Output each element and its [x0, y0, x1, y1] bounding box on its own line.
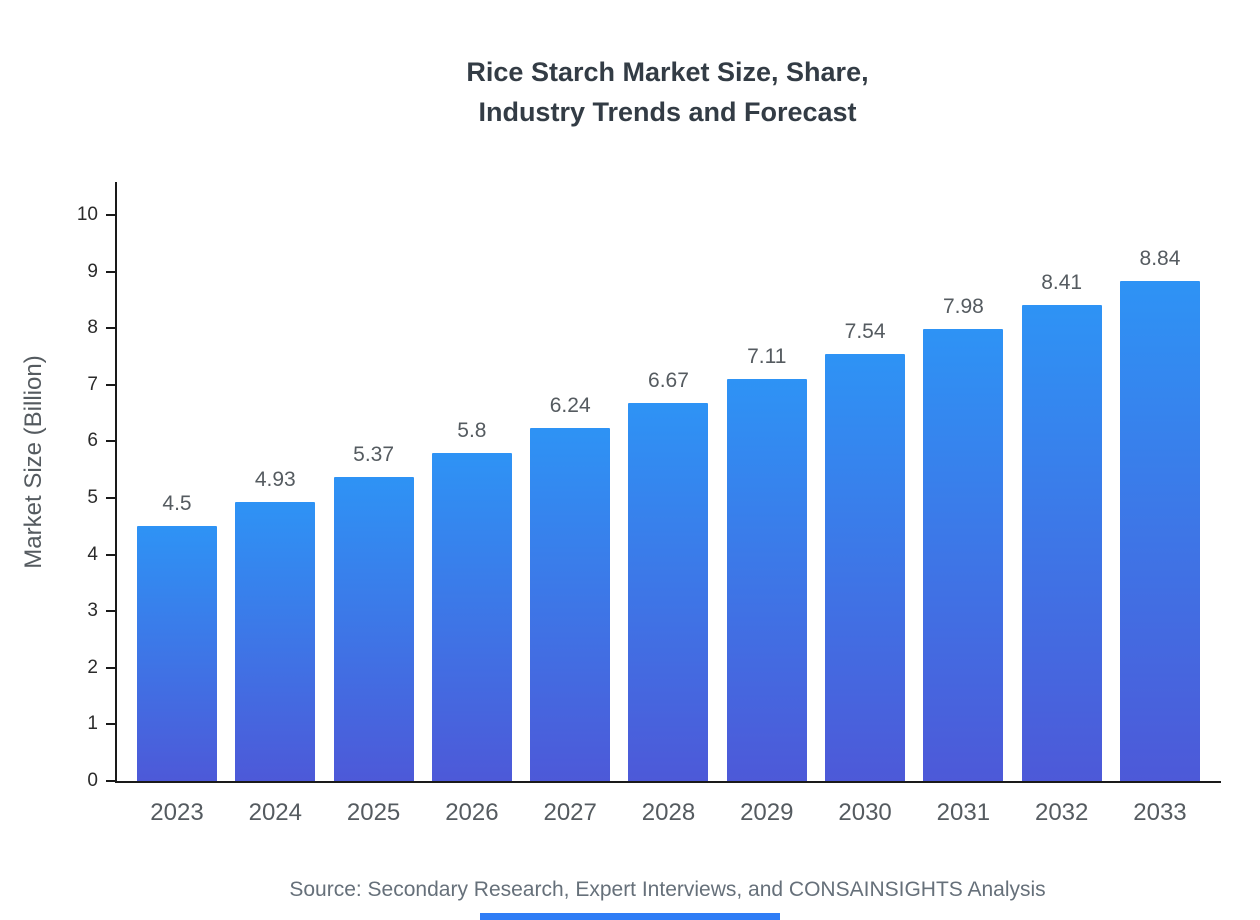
y-tick-label: 8	[87, 317, 98, 339]
bar-value-label: 7.11	[747, 344, 787, 368]
bar-series: 4.5 2023 4.93 2024 5.37 2025 5.8 2026 6.24 2027 6.…	[137, 215, 1200, 826]
bar-value-label: 5.8	[457, 418, 487, 442]
y-tick-mark	[106, 610, 115, 613]
chart-title: Rice Starch Market Size, Share, Industry…	[115, 52, 1220, 132]
x-tick-label: 2025	[346, 799, 401, 826]
bottom-accent-bar	[480, 913, 780, 920]
y-tick-label: 3	[87, 600, 98, 622]
bar: 7.54 2030	[825, 320, 906, 826]
y-tick-mark	[106, 327, 115, 330]
y-tick-label: 5	[87, 487, 98, 508]
y-tick-label: 1	[87, 713, 98, 735]
x-tick-label: 2027	[543, 799, 597, 826]
x-tick-label: 2029	[740, 799, 794, 826]
y-tick-mark	[106, 780, 115, 782]
y-tick-label: 7	[87, 373, 98, 395]
bar-value-label: 4.5	[162, 492, 192, 516]
y-tick-mark	[106, 666, 115, 669]
x-tick-label: 2023	[150, 799, 204, 826]
y-axis-line	[115, 182, 117, 783]
x-tick-label: 2031	[936, 799, 991, 826]
x-axis-line	[115, 781, 1221, 783]
x-tick-label: 2024	[248, 799, 302, 826]
y-tick-label: 9	[87, 260, 98, 282]
bar: 4.93 2024	[235, 468, 316, 826]
bar: 4.5 2023	[137, 492, 217, 826]
x-tick-label: 2028	[641, 799, 696, 826]
y-tick-mark	[106, 383, 115, 386]
bar-value-label: 8.84	[1139, 246, 1181, 270]
bar: 5.8 2026	[431, 419, 512, 826]
y-tick-label: 10	[76, 204, 98, 225]
bar-value-label: 7.98	[942, 295, 984, 319]
bar: 6.24 2027	[530, 394, 611, 826]
y-tick-label: 6	[87, 430, 98, 452]
y-tick-label: 0	[87, 770, 98, 791]
y-tick-mark	[106, 214, 115, 216]
y-tick-mark	[106, 553, 115, 556]
bar-value-label: 6.24	[549, 393, 591, 417]
bar: 8.84 2033	[1119, 247, 1200, 826]
y-tick-mark	[106, 723, 115, 726]
bar: 5.37 2025	[333, 443, 414, 826]
source-note: Source: Secondary Research, Expert Inter…	[289, 878, 1046, 901]
y-tick-mark	[106, 270, 115, 273]
x-tick-label: 2033	[1133, 799, 1187, 826]
bar: 8.41 2032	[1021, 271, 1102, 826]
chart-title-line2: Industry Trends and Forecast	[478, 97, 857, 127]
y-axis-title: Market Size (Billion)	[20, 355, 47, 569]
y-tick-label: 4	[87, 543, 98, 565]
bar: 7.11 2029	[726, 345, 807, 826]
y-tick-mark	[106, 440, 115, 443]
x-tick-label: 2026	[445, 799, 499, 826]
bar: 6.67 2028	[628, 369, 709, 826]
bar-value-label: 6.67	[648, 369, 689, 393]
bar-value-label: 8.41	[1041, 271, 1083, 294]
chart-title-line1: Rice Starch Market Size, Share,	[466, 57, 869, 87]
y-tick-label: 2	[87, 656, 98, 678]
bar-value-label: 7.54	[844, 320, 886, 344]
bar-value-label: 5.37	[353, 443, 395, 467]
x-tick-label: 2032	[1034, 799, 1089, 826]
y-tick-mark	[106, 497, 115, 499]
bar: 7.98 2031	[923, 295, 1004, 826]
x-tick-label: 2030	[838, 799, 892, 826]
bar-value-label: 4.93	[254, 467, 296, 491]
